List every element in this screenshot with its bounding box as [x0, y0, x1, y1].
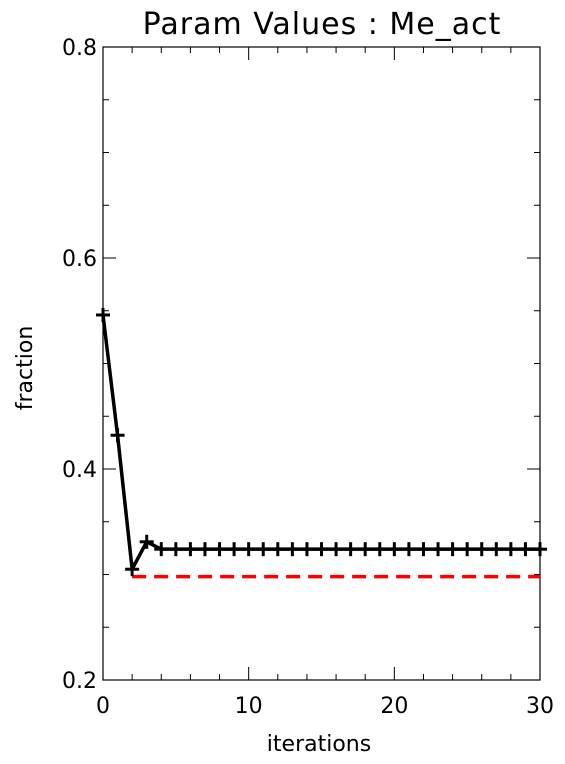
data-point — [197, 542, 212, 557]
data-point — [401, 542, 416, 557]
x-tick-label: 20 — [380, 694, 408, 719]
data-point — [110, 428, 125, 443]
data-point — [299, 542, 314, 557]
y-tick-label: 0.4 — [62, 458, 97, 483]
data-point — [416, 542, 431, 557]
data-point — [125, 562, 140, 577]
data-point — [154, 542, 169, 557]
x-tick-label: 30 — [526, 694, 554, 719]
data-point — [445, 542, 460, 557]
series-line — [101, 313, 542, 571]
data-point — [518, 542, 533, 557]
data-point — [212, 542, 227, 557]
data-point — [285, 542, 300, 557]
data-point — [139, 534, 154, 549]
data-point — [183, 542, 198, 557]
data-point — [256, 542, 271, 557]
data-point — [474, 542, 489, 557]
data-point — [270, 542, 285, 557]
y-tick-label: 0.8 — [62, 36, 97, 61]
data-point — [96, 307, 110, 322]
plot-frame — [102, 46, 541, 681]
y-tick-label: 0.2 — [62, 669, 97, 694]
data-point — [358, 542, 373, 557]
x-tick-label: 10 — [235, 694, 263, 719]
data-point — [227, 542, 242, 557]
data-point — [489, 542, 504, 557]
data-point — [533, 542, 547, 557]
data-point — [387, 542, 402, 557]
data-point — [343, 542, 358, 557]
y-axis-label: fraction — [13, 326, 38, 411]
data-point — [329, 542, 344, 557]
data-point — [372, 542, 387, 557]
x-tick-label: 0 — [96, 694, 110, 719]
x-axis-label: iterations — [267, 732, 371, 757]
data-point — [314, 542, 329, 557]
data-point — [168, 542, 183, 557]
data-point — [460, 542, 475, 557]
y-tick-label: 0.6 — [62, 247, 97, 272]
data-point — [241, 542, 256, 557]
data-point — [431, 542, 446, 557]
data-point — [503, 542, 518, 557]
chart-title: Param Values : Me_act — [143, 7, 502, 42]
